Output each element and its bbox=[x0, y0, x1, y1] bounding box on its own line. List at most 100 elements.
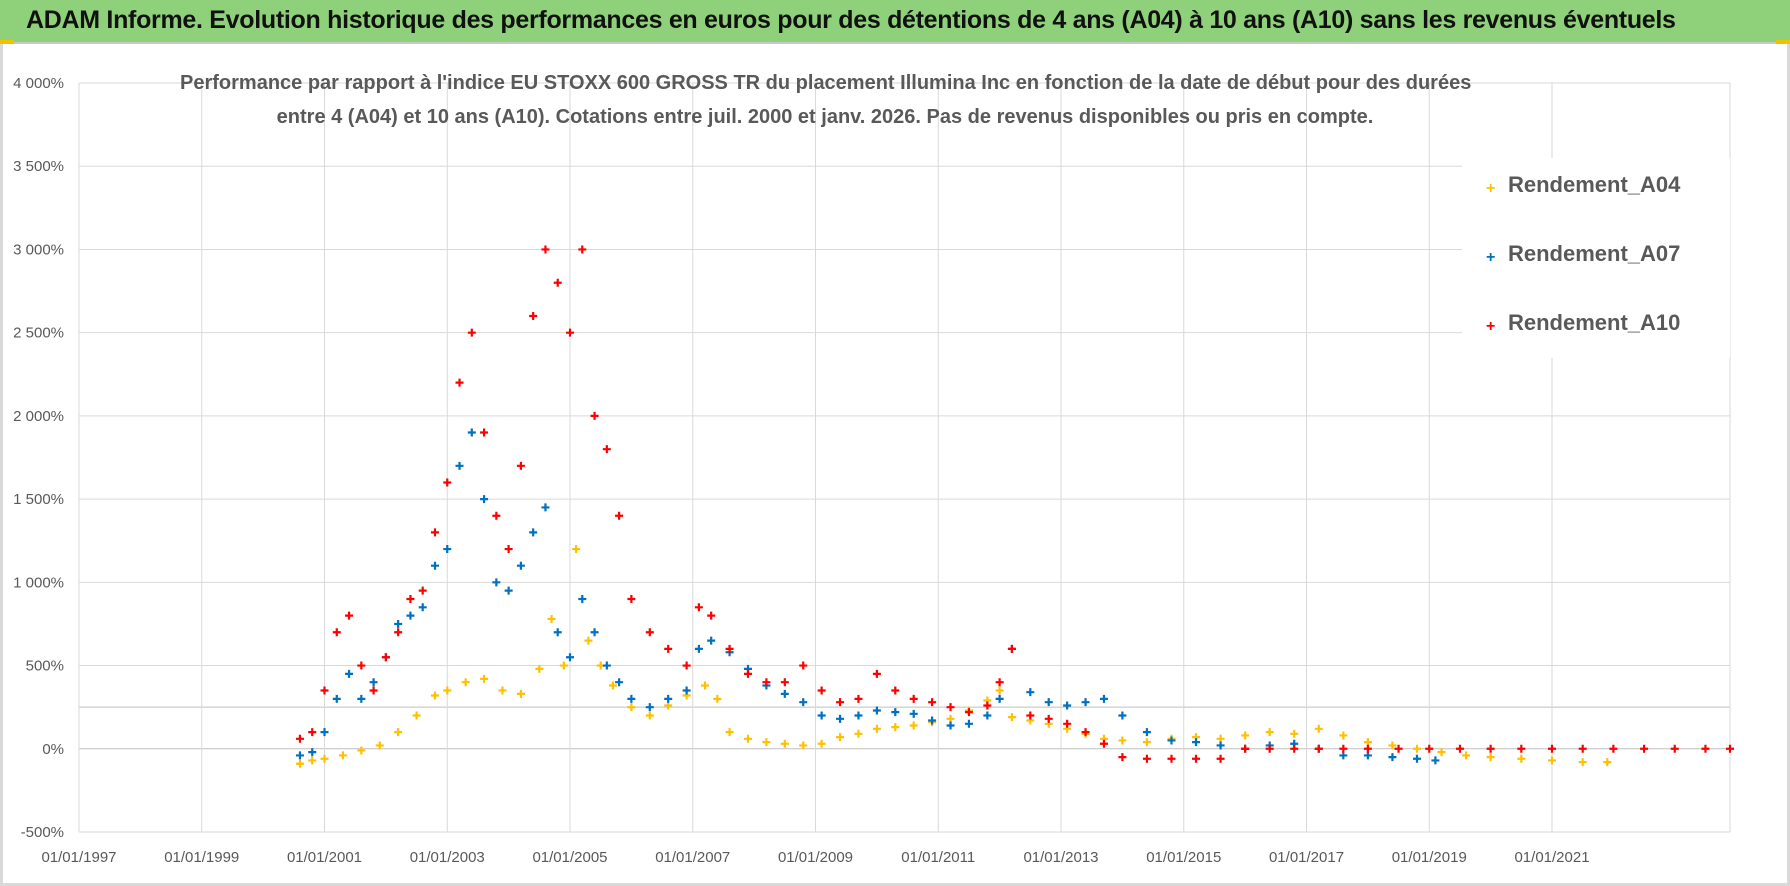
data-point bbox=[1388, 753, 1397, 762]
data-point bbox=[995, 678, 1004, 687]
data-point bbox=[1455, 744, 1464, 753]
data-point bbox=[799, 698, 808, 707]
series-rendement-a04 bbox=[295, 545, 1612, 768]
y-tick-label: -500% bbox=[21, 824, 64, 841]
data-point bbox=[1216, 741, 1225, 750]
y-tick-label: 2 500% bbox=[13, 325, 64, 342]
data-point bbox=[725, 728, 734, 737]
data-point bbox=[946, 721, 955, 730]
data-point bbox=[891, 686, 900, 695]
data-point bbox=[535, 664, 544, 673]
data-point bbox=[1339, 744, 1348, 753]
data-point bbox=[1142, 728, 1151, 737]
data-point bbox=[295, 751, 304, 760]
x-tick-label: 01/01/1999 bbox=[164, 849, 239, 866]
data-point bbox=[1044, 698, 1053, 707]
banner-title: ADAM Informe. Evolution historique des p… bbox=[26, 6, 1676, 34]
series-rendement-a10 bbox=[295, 245, 1734, 763]
data-point bbox=[645, 711, 654, 720]
data-point bbox=[964, 708, 973, 717]
data-point bbox=[664, 644, 673, 653]
data-point bbox=[504, 586, 513, 595]
data-point bbox=[467, 428, 476, 437]
legend-marker-a10: + bbox=[1486, 318, 1496, 335]
data-point bbox=[578, 245, 587, 254]
data-point bbox=[578, 594, 587, 603]
data-point bbox=[1026, 688, 1035, 697]
data-point bbox=[572, 545, 581, 554]
data-point bbox=[1578, 744, 1587, 753]
data-point bbox=[1118, 736, 1127, 745]
data-point bbox=[357, 746, 366, 755]
data-point bbox=[615, 678, 624, 687]
data-point bbox=[664, 694, 673, 703]
legend-label-a04: Rendement_A04 bbox=[1508, 172, 1681, 197]
x-tick-label: 01/01/2003 bbox=[410, 849, 485, 866]
data-point bbox=[1007, 644, 1016, 653]
data-point bbox=[406, 594, 415, 603]
data-point bbox=[1063, 719, 1072, 728]
data-point bbox=[467, 328, 476, 337]
data-point bbox=[1081, 698, 1090, 707]
data-point bbox=[836, 714, 845, 723]
report-banner: ADAM Informe. Evolution historique des p… bbox=[0, 0, 1790, 44]
x-tick-label: 01/01/2001 bbox=[287, 849, 362, 866]
data-point bbox=[418, 586, 427, 595]
data-point bbox=[394, 628, 403, 637]
data-point bbox=[430, 528, 439, 537]
data-point bbox=[492, 578, 501, 587]
data-point bbox=[1265, 728, 1274, 737]
data-point bbox=[995, 694, 1004, 703]
data-point bbox=[964, 719, 973, 728]
data-point bbox=[1081, 728, 1090, 737]
chart-title-line-2: entre 4 (A04) et 10 ans (A10). Cotations… bbox=[276, 106, 1374, 128]
data-point bbox=[694, 603, 703, 612]
data-point bbox=[443, 478, 452, 487]
data-point bbox=[694, 644, 703, 653]
data-point bbox=[590, 411, 599, 420]
data-point bbox=[394, 619, 403, 628]
data-point bbox=[320, 754, 329, 763]
data-point bbox=[516, 561, 525, 570]
data-point bbox=[1099, 739, 1108, 748]
legend-label-a10: Rendement_A10 bbox=[1508, 310, 1681, 335]
data-point bbox=[1142, 738, 1151, 747]
data-point bbox=[461, 678, 470, 687]
data-point bbox=[817, 686, 826, 695]
data-point bbox=[608, 681, 617, 690]
data-point bbox=[1118, 711, 1127, 720]
data-point bbox=[872, 669, 881, 678]
data-point bbox=[480, 428, 489, 437]
chart-title: Performance par rapport à l'indice EU ST… bbox=[180, 66, 1471, 134]
data-point bbox=[682, 686, 691, 695]
data-point bbox=[928, 716, 937, 725]
data-point bbox=[645, 628, 654, 637]
legend-item-a10: + Rendement_A10 bbox=[1486, 310, 1681, 336]
chart-legend: + Rendement_A04 + Rendement_A07 + Rendem… bbox=[1462, 158, 1730, 358]
data-point bbox=[1192, 738, 1201, 747]
data-point bbox=[780, 689, 789, 698]
data-point bbox=[529, 312, 538, 321]
data-point bbox=[295, 734, 304, 743]
legend-label-a07: Rendement_A07 bbox=[1508, 241, 1681, 266]
data-point bbox=[762, 738, 771, 747]
data-point bbox=[872, 706, 881, 715]
data-point bbox=[836, 733, 845, 742]
data-point bbox=[780, 739, 789, 748]
data-point bbox=[1339, 731, 1348, 740]
data-point bbox=[1026, 711, 1035, 720]
data-point bbox=[369, 678, 378, 687]
data-point bbox=[406, 611, 415, 620]
data-point bbox=[713, 694, 722, 703]
data-point bbox=[1314, 724, 1323, 733]
data-point bbox=[430, 691, 439, 700]
data-point bbox=[332, 628, 341, 637]
data-point bbox=[995, 686, 1004, 695]
data-point bbox=[480, 495, 489, 504]
data-point bbox=[308, 756, 317, 765]
data-point bbox=[891, 723, 900, 732]
y-tick-label: 1 500% bbox=[13, 491, 64, 508]
data-point bbox=[357, 694, 366, 703]
x-tick-label: 01/01/2005 bbox=[532, 849, 607, 866]
